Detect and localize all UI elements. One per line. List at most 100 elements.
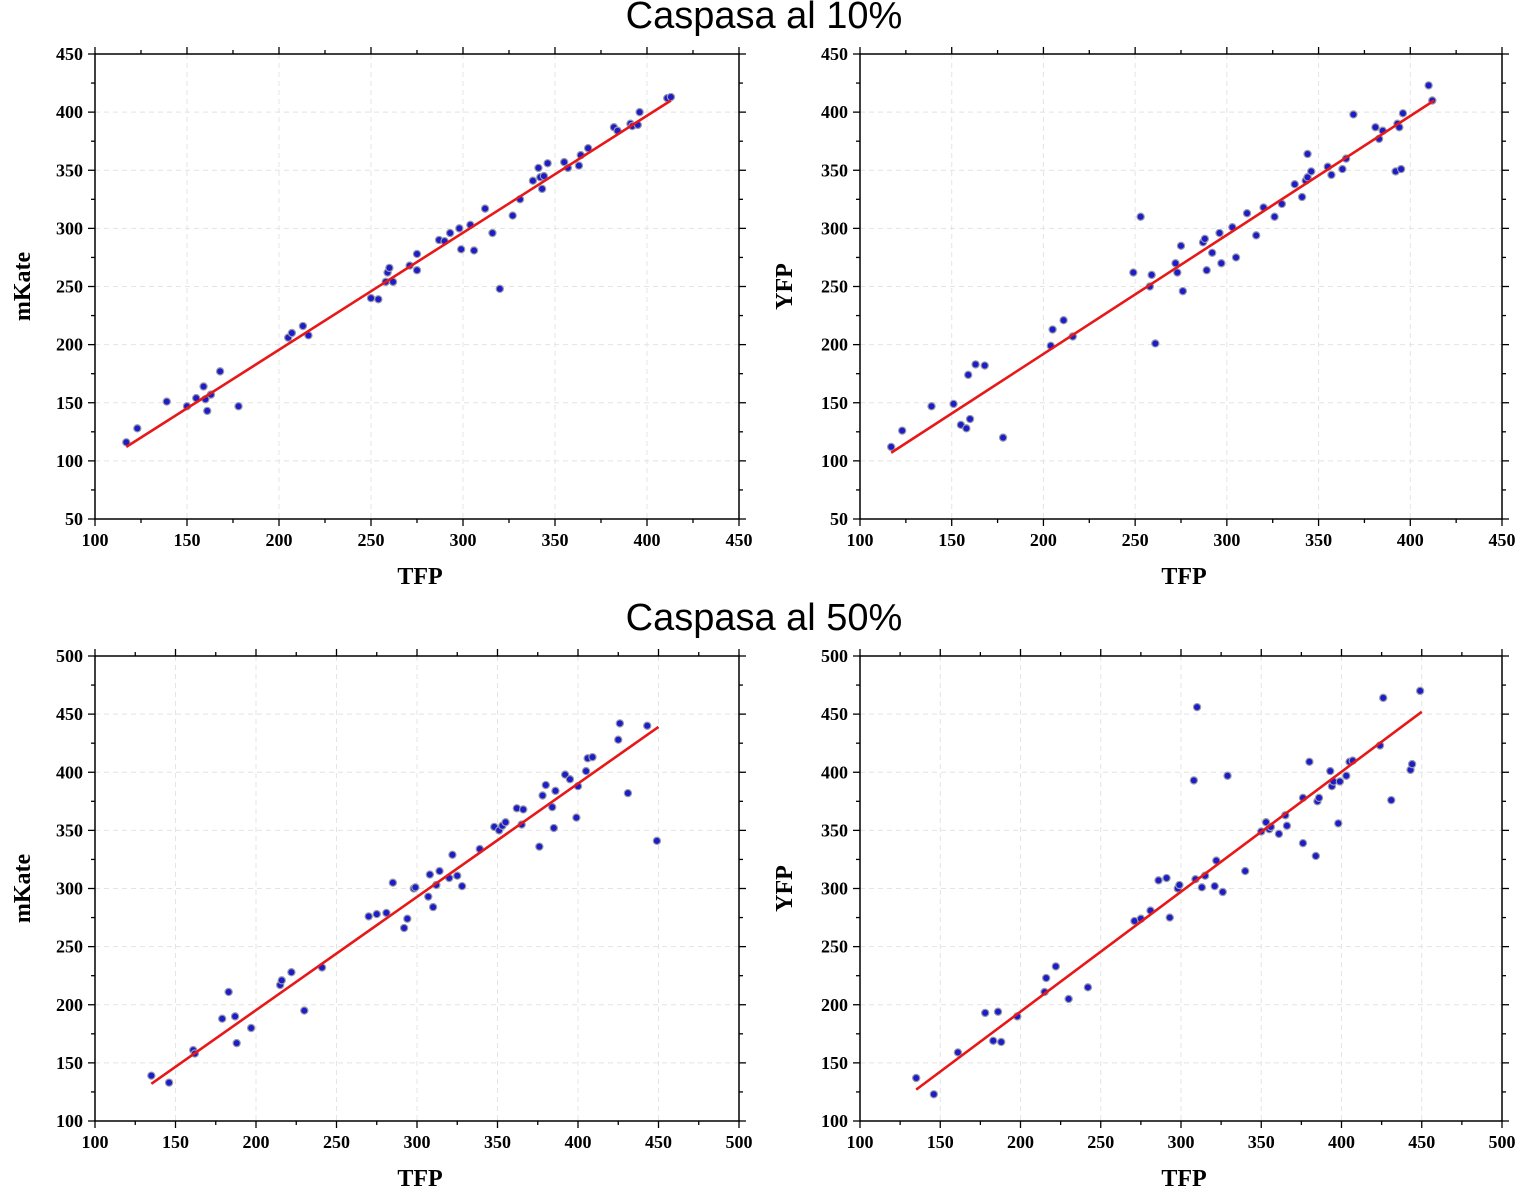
data-point xyxy=(519,805,528,814)
data-point xyxy=(1083,983,1093,992)
y-tick-label: 50 xyxy=(830,509,848,529)
x-tick-label: 100 xyxy=(82,530,109,550)
data-point xyxy=(539,171,549,181)
data-point xyxy=(541,780,551,790)
x-tick-label: 300 xyxy=(1213,530,1240,550)
x-tick-label: 450 xyxy=(1489,530,1516,550)
y-tick-label: 450 xyxy=(821,44,848,64)
y-tick-label: 250 xyxy=(821,937,848,957)
data-point xyxy=(911,1073,921,1083)
data-point xyxy=(588,752,597,762)
chart-1: 100 150 200 250 300 350 400 4505010015020025030… xyxy=(10,44,753,590)
data-point xyxy=(1192,702,1202,712)
y-tick-label: 400 xyxy=(56,762,83,782)
fit-line xyxy=(915,710,1423,1091)
x-tick-label: 150 xyxy=(938,530,965,550)
data-point xyxy=(1407,759,1417,769)
data-point xyxy=(1218,887,1227,897)
data-point xyxy=(1396,164,1406,174)
data-point xyxy=(1379,693,1388,703)
x-tick-label: 350 xyxy=(484,1132,511,1152)
section-title-50: Caspasa al 50% xyxy=(626,597,903,639)
data-point xyxy=(455,224,464,233)
data-point xyxy=(411,883,420,892)
data-point xyxy=(1217,259,1226,268)
data-point xyxy=(538,791,547,800)
y-tick-label: 500 xyxy=(821,646,848,666)
data-point xyxy=(581,766,591,776)
x-tick-label: 200 xyxy=(243,1132,270,1152)
data-point xyxy=(1240,866,1250,876)
y-tick-label: 150 xyxy=(56,1053,83,1073)
x-tick-label: 350 xyxy=(1248,1132,1275,1152)
data-point xyxy=(277,976,286,985)
data-point xyxy=(614,735,623,744)
x-tick-label: 250 xyxy=(358,530,385,550)
data-point xyxy=(428,902,438,912)
data-point xyxy=(1305,757,1314,766)
data-point xyxy=(445,228,455,238)
data-point xyxy=(1307,167,1316,176)
data-point xyxy=(962,424,971,433)
data-point xyxy=(1335,777,1345,786)
y-axis-label: YFP xyxy=(772,865,798,912)
y-axis-label: mKate xyxy=(10,854,36,924)
data-point xyxy=(364,912,373,921)
y-tick-label: 500 xyxy=(56,646,83,666)
data-point xyxy=(501,818,510,827)
data-point xyxy=(366,293,376,303)
data-point xyxy=(1151,339,1160,348)
data-point xyxy=(287,328,297,338)
x-tick-label: 400 xyxy=(1397,530,1424,550)
data-point xyxy=(1342,771,1351,780)
x-axis-label: TFP xyxy=(1161,1166,1206,1192)
data-point xyxy=(217,1014,227,1023)
data-point xyxy=(1297,192,1307,202)
data-point xyxy=(382,908,391,918)
data-point xyxy=(1424,81,1433,90)
data-point xyxy=(1270,212,1279,221)
y-tick-label: 300 xyxy=(821,879,848,899)
data-point xyxy=(551,786,560,796)
data-point xyxy=(528,176,538,185)
data-point xyxy=(412,249,422,259)
x-tick-label: 500 xyxy=(1489,1132,1516,1152)
chart-4: 100 150 200 250 300 350 400 450 500 100 150 200 250 3… xyxy=(772,646,1516,1192)
data-point xyxy=(1298,838,1308,848)
data-point xyxy=(1231,253,1241,262)
data-point xyxy=(300,1006,309,1015)
data-point xyxy=(1051,962,1061,971)
y-tick-label: 250 xyxy=(821,277,848,297)
data-point xyxy=(388,878,398,887)
data-point xyxy=(399,923,409,933)
x-axis-label: TFP xyxy=(397,564,442,590)
data-point xyxy=(1059,316,1068,325)
data-point xyxy=(1314,793,1324,803)
plot-frame xyxy=(859,53,1503,520)
data-point xyxy=(495,284,504,294)
data-point xyxy=(1349,110,1358,119)
data-point xyxy=(469,246,479,255)
data-point xyxy=(560,157,569,167)
chart-2: 100 150 200 250 300 350 400 4505010015020025030… xyxy=(772,44,1516,590)
y-tick-label: 100 xyxy=(56,451,83,471)
data-point xyxy=(993,1007,1003,1016)
x-tick-label: 450 xyxy=(645,1132,672,1152)
x-tick-label: 400 xyxy=(565,1132,592,1152)
data-point xyxy=(224,987,233,997)
x-tick-label: 400 xyxy=(634,530,661,550)
y-tick-label: 250 xyxy=(56,937,83,957)
data-point xyxy=(565,775,575,784)
x-tick-label: 100 xyxy=(847,530,874,550)
data-point xyxy=(980,361,989,370)
data-point xyxy=(1327,170,1336,180)
data-point xyxy=(1154,876,1163,885)
y-tick-label: 350 xyxy=(821,160,848,180)
data-point xyxy=(1136,212,1145,221)
data-point xyxy=(1200,234,1210,244)
y-tick-label: 100 xyxy=(56,1111,83,1131)
x-tick-label: 250 xyxy=(1087,1132,1114,1152)
y-tick-label: 450 xyxy=(56,44,83,64)
data-point xyxy=(1371,123,1380,132)
